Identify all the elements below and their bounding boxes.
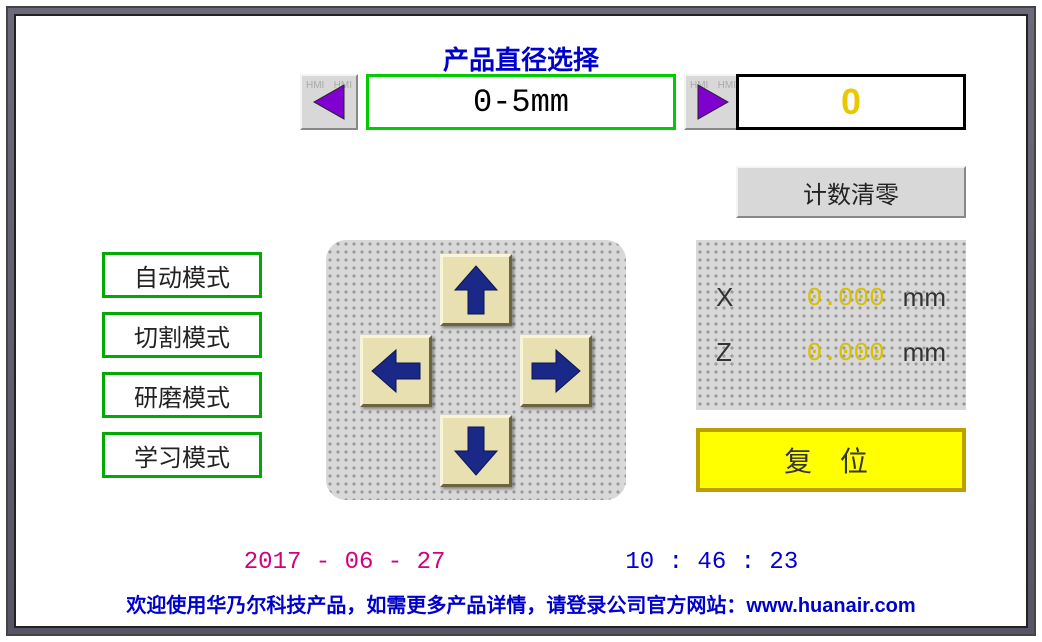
counter-reset-button[interactable]: 计数清零 xyxy=(736,166,966,218)
direction-pad-panel xyxy=(326,240,626,500)
dpad-up-button[interactable] xyxy=(440,254,512,326)
dpad-right-button[interactable] xyxy=(520,335,592,407)
coord-row-z: Z 0.000 mm xyxy=(716,337,946,368)
coord-z-unit: mm xyxy=(903,337,946,368)
triangle-left-icon xyxy=(312,83,346,121)
coord-x-label: X xyxy=(716,282,742,313)
coord-x-value: 0.000 xyxy=(760,283,885,313)
triangle-right-icon xyxy=(696,83,730,121)
coord-z-label: Z xyxy=(716,337,742,368)
coord-row-x: X 0.000 mm xyxy=(716,282,946,313)
arrow-up-icon xyxy=(453,264,499,316)
diameter-value-display: 0-5mm xyxy=(366,74,676,130)
page-title: 产品直径选择 xyxy=(443,40,599,77)
arrow-left-icon xyxy=(370,348,422,394)
home-reset-button[interactable]: 复 位 xyxy=(696,428,966,492)
diameter-prev-button[interactable]: HMI HMI xyxy=(300,74,358,130)
dpad-down-button[interactable] xyxy=(440,415,512,487)
datetime-row: 2017 - 06 - 27 10 : 46 : 23 xyxy=(16,549,1026,576)
window-frame: 产品直径选择 HMI HMI 0-5mm HMI HMI 0 计数清零 自动模式 xyxy=(6,6,1036,636)
arrow-right-icon xyxy=(530,348,582,394)
mode-grind-button[interactable]: 研磨模式 xyxy=(102,372,262,418)
footer-text: 欢迎使用华乃尔科技产品，如需更多产品详情，请登录公司官方网站：www.huana… xyxy=(16,589,1026,618)
mode-cut-button[interactable]: 切割模式 xyxy=(102,312,262,358)
diameter-next-button[interactable]: HMI HMI xyxy=(684,74,742,130)
mode-learn-button[interactable]: 学习模式 xyxy=(102,432,262,478)
coordinates-panel: X 0.000 mm Z 0.000 mm xyxy=(696,240,966,410)
coord-x-unit: mm xyxy=(903,282,946,313)
arrow-down-icon xyxy=(453,425,499,477)
time-display: 10 : 46 : 23 xyxy=(625,549,798,576)
counter-display: 0 xyxy=(736,74,966,130)
date-display: 2017 - 06 - 27 xyxy=(244,549,446,576)
mode-button-group: 自动模式 切割模式 研磨模式 学习模式 xyxy=(102,252,262,478)
diameter-selector-row: HMI HMI 0-5mm HMI HMI 0 xyxy=(16,74,1026,130)
main-panel: 产品直径选择 HMI HMI 0-5mm HMI HMI 0 计数清零 自动模式 xyxy=(14,14,1028,628)
mode-auto-button[interactable]: 自动模式 xyxy=(102,252,262,298)
dpad-left-button[interactable] xyxy=(360,335,432,407)
coord-z-value: 0.000 xyxy=(760,338,885,368)
